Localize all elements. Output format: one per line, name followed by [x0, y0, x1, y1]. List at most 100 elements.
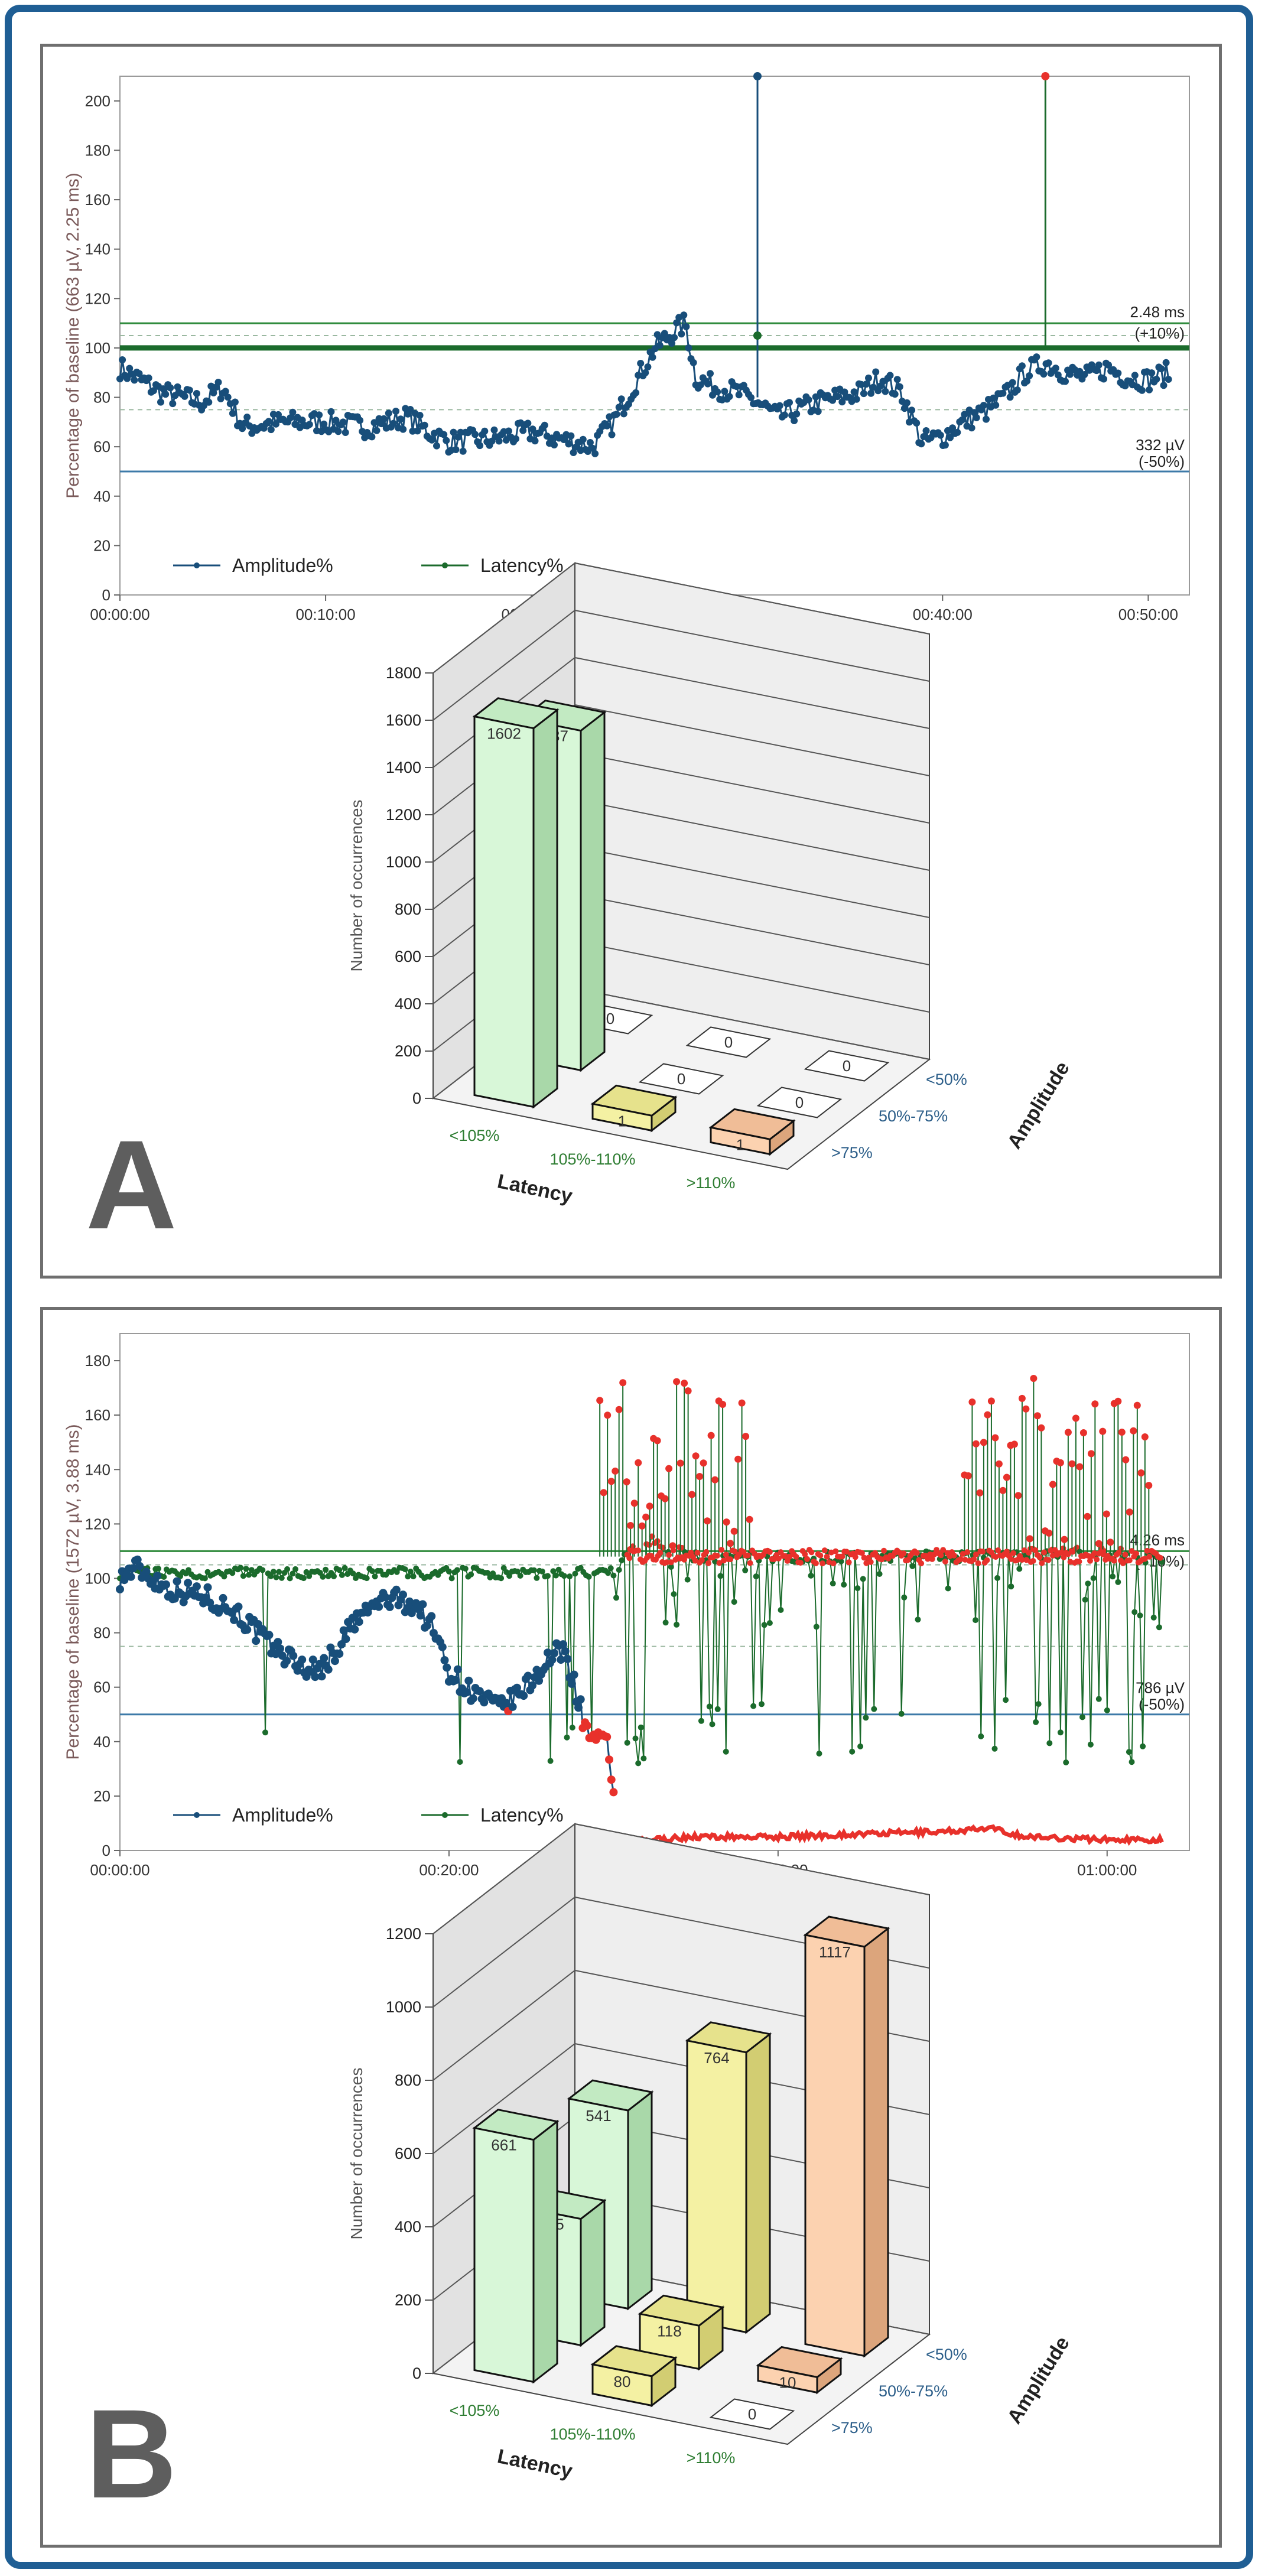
y-tick-label: 1400	[386, 759, 421, 776]
bar-<105%->75%: 661	[474, 2110, 557, 2382]
bar-105%-110%->75%: 80	[593, 2346, 675, 2406]
latency-point	[899, 1711, 905, 1717]
amplitude-point	[421, 422, 428, 429]
latency-point	[1058, 1729, 1064, 1735]
amplitude-threshold-pct: (-50%)	[1139, 453, 1185, 470]
z-category-label: 50%-75%	[879, 1107, 948, 1125]
bar-side	[581, 2201, 604, 2346]
z-category-label: >75%	[831, 1144, 873, 1162]
high-latency-point	[1041, 1550, 1047, 1556]
amplitude-point	[1114, 370, 1121, 377]
y-tick-label: 1200	[386, 806, 421, 824]
high-latency-point	[831, 1560, 837, 1566]
latency-point	[498, 1575, 504, 1581]
high-latency-point	[1094, 1556, 1100, 1562]
amplitude-point	[896, 383, 903, 391]
bar-value-label: 1117	[819, 1943, 851, 1961]
amplitude-point	[282, 1657, 291, 1665]
amplitude-point	[607, 1775, 616, 1784]
amplitude-point	[480, 1698, 488, 1706]
high-latency-point	[1133, 1550, 1139, 1556]
peak-point	[1099, 1428, 1106, 1435]
amplitude-point	[1139, 387, 1146, 394]
amplitude-point	[872, 369, 879, 376]
peak-point	[616, 1406, 623, 1413]
amplitude-point	[392, 1586, 401, 1594]
high-latency-point	[705, 1560, 711, 1566]
bar-value-label: 1602	[487, 725, 521, 743]
peak-point	[1145, 1482, 1152, 1489]
peak-point	[688, 1491, 695, 1498]
latency-point	[742, 1567, 748, 1573]
amplitude-point	[851, 388, 858, 395]
peak-point	[973, 1440, 980, 1448]
bar-value-label: 0	[724, 1033, 733, 1051]
latency-point	[1082, 1597, 1088, 1603]
amplitude-point	[335, 428, 342, 435]
bar-value-label: 0	[748, 2405, 756, 2423]
amplitude-point	[637, 360, 644, 367]
amplitude-point	[306, 421, 313, 428]
latency-point	[202, 1575, 208, 1581]
y-tick-label: 1000	[386, 853, 421, 871]
y-tick-label: 40	[93, 487, 110, 505]
high-latency-point	[635, 1547, 641, 1553]
bar-value-label: 0	[677, 1070, 685, 1088]
peak-point	[1091, 1400, 1098, 1407]
latency-point	[271, 1569, 277, 1575]
bar-value-label: 118	[657, 2322, 681, 2340]
amplitude-threshold-label: 332 µV	[1136, 436, 1185, 454]
latency-point	[279, 1575, 285, 1581]
peak-point	[1137, 1469, 1144, 1476]
high-latency-point	[951, 1553, 957, 1559]
peak-point	[711, 1476, 718, 1484]
amplitude-point	[512, 435, 519, 443]
amplitude-point	[342, 429, 349, 436]
amplitude-point	[181, 393, 188, 400]
amplitude-point	[427, 1612, 435, 1621]
amplitude-point	[145, 375, 152, 382]
amplitude-point	[1160, 382, 1168, 389]
y-tick-label: 800	[395, 900, 421, 918]
high-latency-point	[833, 1549, 838, 1554]
amplitude-point	[656, 342, 664, 349]
latency-point	[586, 1574, 592, 1580]
peak-point	[696, 1473, 703, 1480]
amplitude-point	[992, 402, 999, 409]
peak-point	[608, 1478, 615, 1485]
latency-point	[817, 1751, 822, 1757]
latency-point	[454, 1567, 460, 1573]
latency-point	[284, 1566, 290, 1572]
high-latency-point	[745, 1553, 751, 1559]
y-axis-title: Percentage of baseline (1572 µV, 3.88 ms…	[63, 1424, 83, 1759]
latency-point	[707, 1703, 713, 1709]
latency-point	[402, 1566, 408, 1572]
amplitude-point	[342, 1635, 350, 1643]
amplitude-point	[399, 426, 407, 433]
x-tick-label: 00:00:00	[90, 606, 149, 623]
amplitude-threshold-pct: (-50%)	[1139, 1696, 1185, 1713]
peak-point	[719, 1401, 726, 1408]
peak-point	[727, 1540, 734, 1547]
amplitude-point	[276, 1644, 284, 1653]
high-latency-point	[822, 1547, 828, 1553]
amplitude-point	[644, 363, 651, 370]
amplitude-point	[375, 1603, 383, 1611]
amplitude-point	[1153, 376, 1160, 383]
y-tick-label: 800	[395, 2071, 421, 2089]
high-latency-point	[727, 1556, 733, 1562]
latency-point	[698, 1718, 704, 1724]
z-category-label: <50%	[926, 1071, 967, 1088]
peak-point	[673, 1378, 680, 1385]
amplitude-point	[541, 422, 548, 429]
amplitude-point	[252, 1637, 260, 1645]
bar->110%-<50%: 1117	[805, 1917, 888, 2356]
legend-marker	[442, 1812, 448, 1818]
amplitude-point	[568, 1680, 576, 1688]
amplitude-point	[1131, 372, 1139, 379]
z-category-label: >75%	[831, 2419, 873, 2437]
peak-point	[968, 1398, 975, 1406]
latency-point	[1088, 1742, 1094, 1748]
latency-point	[1096, 1696, 1102, 1702]
high-latency-point	[809, 1549, 815, 1555]
